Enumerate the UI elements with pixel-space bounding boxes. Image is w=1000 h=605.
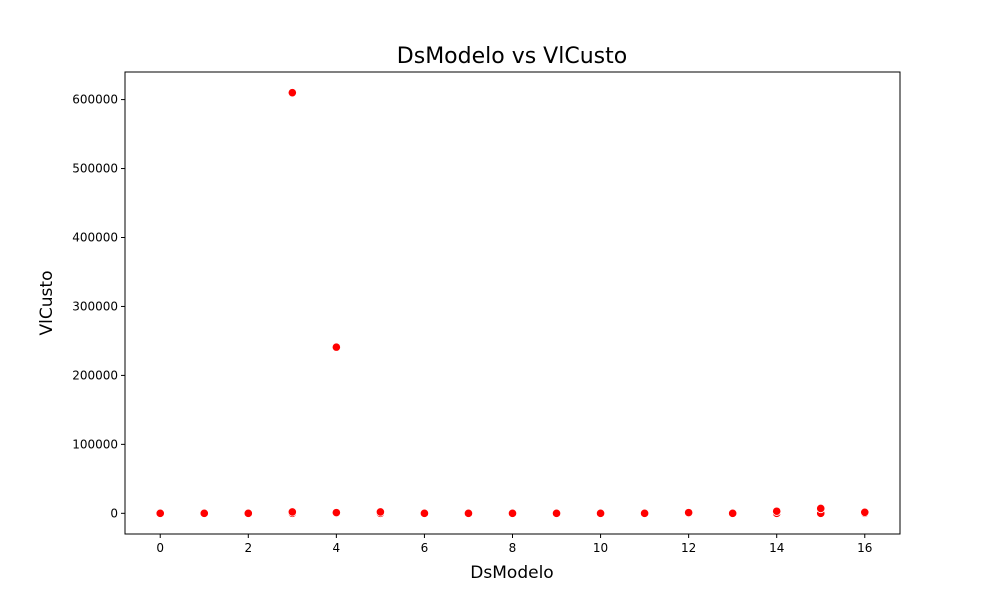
data-point xyxy=(728,508,738,518)
data-point xyxy=(375,507,385,517)
data-point xyxy=(155,508,165,518)
data-point xyxy=(684,508,694,518)
x-tick-label: 14 xyxy=(769,541,784,555)
x-tick-label: 12 xyxy=(681,541,696,555)
x-axis-label: DsModelo xyxy=(470,563,553,583)
y-axis-ticks: 0 100000 200000 300000 400000 500000 600000 xyxy=(72,93,125,520)
data-point xyxy=(331,342,341,352)
y-tick-label: 400000 xyxy=(72,230,118,244)
data-point xyxy=(243,508,253,518)
x-tick-label: 16 xyxy=(857,541,872,555)
x-tick-label: 10 xyxy=(593,541,608,555)
data-point xyxy=(463,508,474,518)
data-point xyxy=(507,508,518,518)
data-point xyxy=(640,508,650,518)
data-point xyxy=(199,508,209,518)
data-point xyxy=(816,503,826,514)
y-tick-label: 300000 xyxy=(72,299,118,313)
x-tick-label: 4 xyxy=(333,541,341,555)
chart-title: DsModelo vs VlCusto xyxy=(397,44,627,69)
data-point xyxy=(287,507,297,517)
y-tick-label: 100000 xyxy=(72,437,118,451)
y-tick-label: 200000 xyxy=(72,368,118,382)
x-tick-label: 6 xyxy=(421,541,429,555)
points-layer xyxy=(155,88,870,518)
data-point xyxy=(551,508,562,518)
x-tick-label: 0 xyxy=(156,541,164,555)
y-axis-label: VlCusto xyxy=(37,271,57,336)
data-point xyxy=(419,508,430,518)
y-tick-label: 600000 xyxy=(72,93,118,107)
y-tick-label: 0 xyxy=(110,506,118,520)
x-tick-label: 2 xyxy=(244,541,252,555)
data-point xyxy=(595,508,606,518)
y-tick-label: 500000 xyxy=(72,162,118,176)
data-point xyxy=(860,507,870,517)
x-tick-label: 8 xyxy=(509,541,517,555)
plot-area-frame xyxy=(124,71,901,535)
data-point xyxy=(331,508,341,518)
data-point xyxy=(772,506,782,516)
data-point xyxy=(287,88,297,98)
x-axis-ticks: 0 2 4 6 8 10 12 14 16 xyxy=(156,534,872,555)
